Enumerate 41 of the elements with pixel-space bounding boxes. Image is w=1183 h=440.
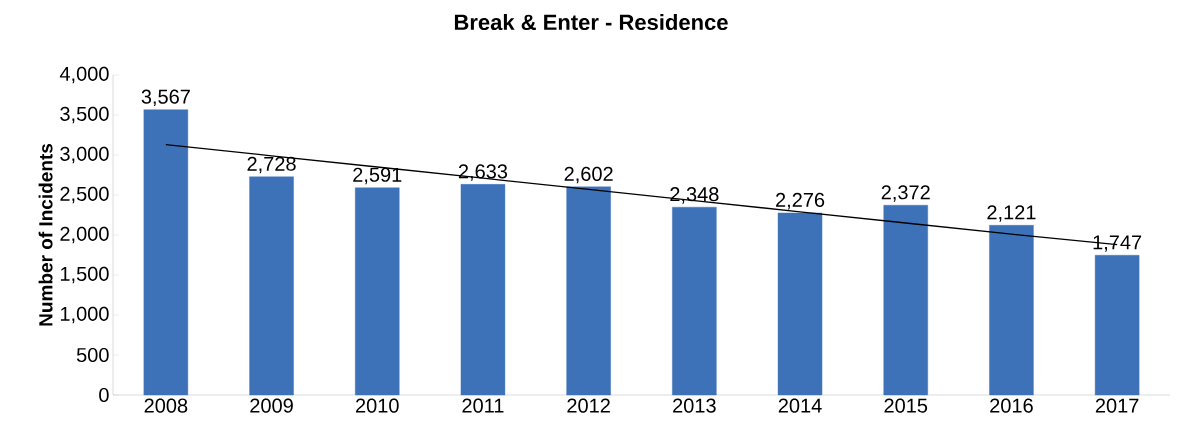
x-tick-label: 2009 [250, 398, 293, 413]
x-tick-label: 2014 [778, 398, 822, 413]
data-label: 2,728 [247, 156, 296, 174]
y-tick-label: 0 [99, 387, 109, 403]
y-tick-label: 4,000 [59, 66, 109, 84]
bar [566, 186, 611, 396]
data-label: 1,747 [1093, 235, 1142, 252]
bar [143, 109, 189, 396]
bar [249, 176, 294, 396]
x-tick-label: 2013 [673, 398, 716, 413]
x-tick-label: 2010 [356, 398, 399, 413]
y-tick-label: 1,000 [60, 306, 109, 324]
x-tick-label: 2008 [144, 398, 188, 413]
bar [672, 206, 717, 396]
data-label: 2,602 [564, 166, 613, 184]
bar [989, 225, 1034, 396]
data-label: 2,348 [670, 187, 719, 204]
y-tick-label: 3,500 [60, 106, 109, 124]
data-label: 2,121 [987, 205, 1036, 222]
data-label: 2,591 [353, 167, 402, 185]
y-tick-label: 500 [76, 347, 109, 363]
y-axis-title: Number of Incidents [38, 143, 53, 326]
x-tick-label: 2017 [1095, 398, 1139, 413]
bar [777, 212, 823, 396]
x-tick-label: 2016 [990, 398, 1033, 413]
y-tick-label: 3,000 [60, 146, 109, 164]
y-tick-label: 2,000 [60, 226, 109, 244]
data-label: 3,567 [141, 89, 190, 107]
bar [1094, 255, 1140, 396]
bar [355, 187, 400, 396]
x-tick-label: 2012 [567, 398, 610, 413]
y-tick-label: 2,500 [60, 186, 109, 204]
data-label: 2,633 [458, 164, 508, 181]
y-tick-label: 1,500 [60, 266, 109, 284]
bar [460, 184, 506, 396]
data-label: 2,276 [776, 192, 825, 210]
data-label: 2,372 [881, 185, 930, 202]
chart-title: Break & Enter - Residence [454, 13, 728, 31]
x-tick-label: 2011 [462, 398, 504, 413]
bar [883, 205, 928, 396]
x-tick-label: 2015 [884, 398, 928, 413]
